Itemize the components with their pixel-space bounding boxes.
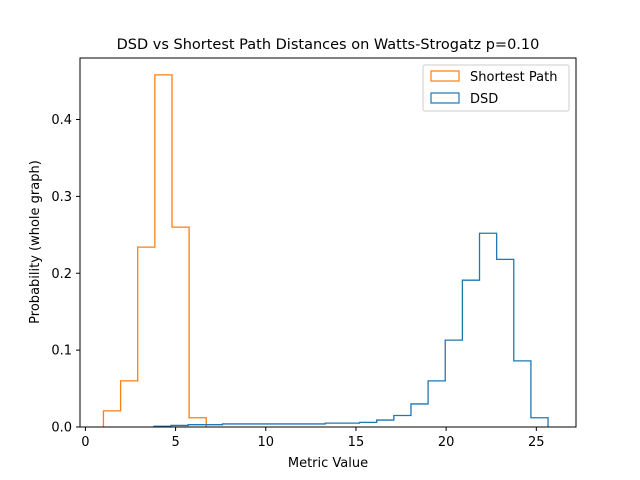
x-axis-label: Metric Value [288,456,368,471]
chart-title: DSD vs Shortest Path Distances on Watts-… [117,37,540,53]
x-tick-label: 10 [258,435,275,450]
bin-dsd-22 [531,418,548,427]
legend: Shortest Path DSD [422,64,570,112]
series-shortest-path-outline [102,74,207,427]
bin-dsd-10 [325,423,342,427]
x-tick-label: 25 [528,435,545,450]
bin-dsd-21 [514,361,531,427]
y-tick-label: 0.3 [51,190,72,205]
bin-dsd-16 [428,381,445,427]
bin-dsd-13 [377,420,394,427]
x-tick-label: 15 [348,435,365,450]
x-tick-label: 20 [438,435,455,450]
plot-area: 0 5 10 15 20 25 0.0 0.1 0.2 0.3 0.4 [51,57,577,450]
bin-dsd-19 [480,233,497,427]
bin-dsd-18 [462,280,479,427]
bin-shortest-path-4 [172,227,189,427]
series-dsd [153,232,549,427]
bin-dsd-20 [497,259,514,427]
legend-swatch-dsd [430,92,460,104]
bin-dsd-15 [411,404,428,427]
y-tick-label: 0.4 [51,113,72,128]
bin-dsd-12 [360,422,377,427]
series-dsd-outline [153,232,549,427]
y-axis-label: Probability (whole graph) [28,160,43,324]
bin-shortest-path-2 [138,247,155,427]
y-tick-label: 0.2 [51,267,72,282]
legend-label-dsd: DSD [470,92,498,107]
x-tick-label: 0 [81,435,89,450]
bin-shortest-path-3 [155,75,172,427]
series-shortest-path [102,74,207,427]
legend-label-shortest-path: Shortest Path [470,70,557,85]
bin-shortest-path-1 [121,381,138,427]
bin-shortest-path-0 [103,411,120,427]
y-tick-label: 0.1 [51,344,72,359]
legend-swatch-shortest-path [430,70,460,82]
bin-dsd-11 [342,423,359,427]
bin-dsd-14 [394,415,411,427]
y-tick-label: 0.0 [51,421,72,436]
x-tick-label: 5 [171,435,179,450]
axes-frame [79,57,577,428]
bin-dsd-17 [445,340,462,427]
